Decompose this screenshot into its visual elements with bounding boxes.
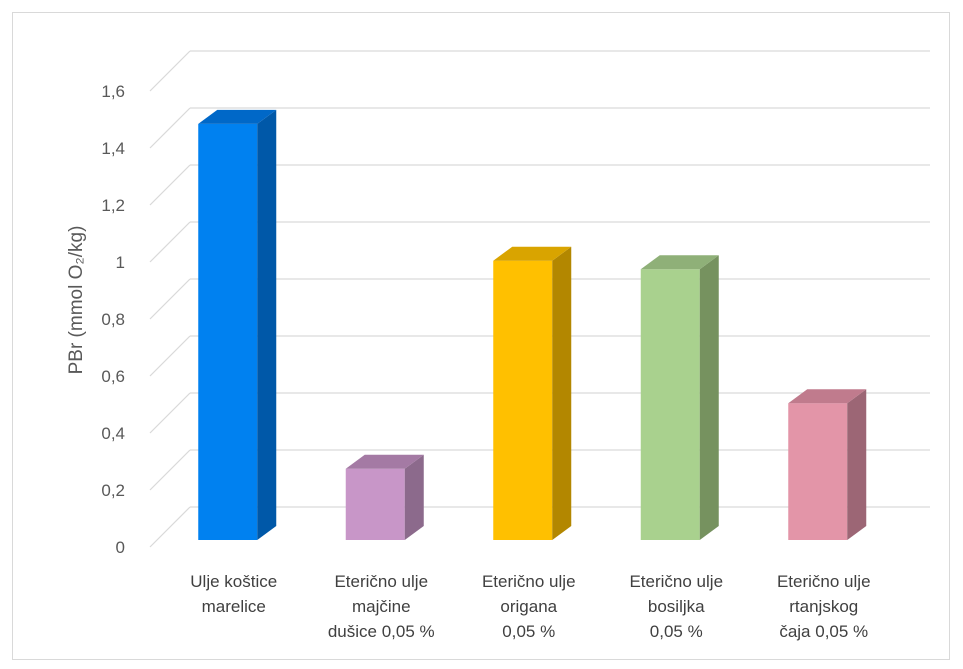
- category-label-line: dušice 0,05 %: [328, 622, 435, 641]
- bar-front: [640, 269, 700, 540]
- gridline-side: [149, 278, 191, 320]
- bar-front: [788, 403, 848, 540]
- category-label: Eterično ulje majčine dušice 0,05 %: [328, 572, 435, 641]
- bar-front: [198, 123, 258, 541]
- category-label-line: rtanjskog: [789, 597, 858, 616]
- bar-top: [493, 246, 572, 261]
- category-label-line: Eterično ulje: [482, 572, 576, 591]
- bar-top: [640, 255, 719, 270]
- category-label-line: bosiljka: [648, 597, 705, 616]
- gridline-side: [149, 221, 191, 263]
- gridline-side: [149, 449, 191, 491]
- gridline-side: [149, 392, 191, 434]
- category-label-line: 0,05 %: [650, 622, 703, 641]
- category-label-line: majčine: [352, 597, 411, 616]
- y-tick-label: 1: [116, 253, 125, 272]
- category-label: Eterično ulje rtanjskog čaja 0,05 %: [777, 572, 871, 641]
- gridline-side: [149, 50, 191, 92]
- y-tick-label: 0: [116, 538, 125, 557]
- category-label-line: Eterično ulje: [777, 572, 871, 591]
- y-tick-label: 1,6: [101, 82, 125, 101]
- category-label-line: Ulje koštice: [190, 572, 277, 591]
- y-tick-label: 0,2: [101, 481, 125, 500]
- y-tick-label: 0,6: [101, 367, 125, 386]
- bar-top: [198, 109, 277, 124]
- y-tick-labels: 0 0,2 0,4 0,6 0,8 1 1,2 1,4 1,6: [101, 82, 125, 557]
- bar-top: [788, 389, 867, 404]
- y-axis-label: PBr (mmol O₂/kg): [66, 226, 87, 375]
- y-tick-label: 1,4: [101, 139, 125, 158]
- gridline-side: [149, 335, 191, 377]
- category-label-line: Eterično ulje: [334, 572, 428, 591]
- category-label-line: čaja 0,05 %: [779, 622, 868, 641]
- category-label-line: 0,05 %: [502, 622, 555, 641]
- bars-layer: [198, 109, 867, 541]
- bar-side: [257, 109, 277, 541]
- bar-side: [552, 246, 572, 540]
- bar-side: [404, 454, 424, 540]
- category-label: Eterično ulje bosiljka 0,05 %: [629, 572, 723, 641]
- y-tick-label: 0,8: [101, 310, 125, 329]
- bar-side: [847, 389, 867, 540]
- bar-side: [699, 255, 719, 540]
- bar-front: [493, 260, 553, 540]
- x-category-labels: Ulje koštice marelice Eterično ulje majčine…: [190, 572, 870, 641]
- bar-front: [345, 468, 405, 540]
- category-label-line: origana: [500, 597, 557, 616]
- category-label: Ulje koštice marelice: [190, 572, 277, 616]
- category-label: Eterično ulje origana 0,05 %: [482, 572, 576, 641]
- gridline-side: [149, 506, 191, 548]
- bar-top: [345, 454, 424, 469]
- y-tick-label: 0,4: [101, 424, 125, 443]
- y-tick-label: 1,2: [101, 196, 125, 215]
- category-label-line: marelice: [202, 597, 266, 616]
- gridline-side: [149, 107, 191, 149]
- gridline-side: [149, 164, 191, 206]
- category-label-line: Eterično ulje: [629, 572, 723, 591]
